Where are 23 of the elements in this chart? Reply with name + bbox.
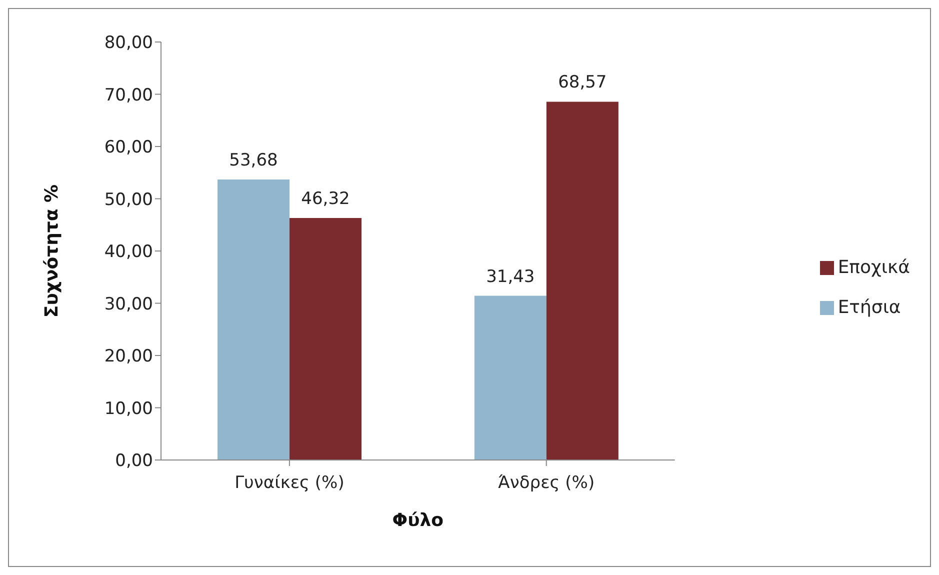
x-tick-label: Γυναίκες (%) [234, 473, 344, 494]
y-tick-label: 20,00 [104, 346, 153, 367]
legend-label: Εποχικά [838, 256, 910, 278]
data-label: 31,43 [486, 266, 535, 287]
bar [474, 296, 546, 460]
bar [290, 218, 362, 460]
y-axis-title: Συχνότητα % [41, 184, 62, 318]
data-label: 46,32 [301, 188, 350, 209]
data-label: 68,57 [558, 72, 607, 93]
y-tick-label: 50,00 [104, 190, 153, 210]
bar [546, 102, 618, 460]
y-tick-label: 0,00 [115, 451, 153, 472]
y-tick-label: 80,00 [104, 33, 153, 54]
legend-label: Ετήσια [838, 296, 901, 318]
x-axis-title: Φύλο [392, 510, 444, 531]
data-label: 53,68 [229, 150, 278, 171]
y-tick-label: 60,00 [104, 138, 153, 158]
x-tick-label: Άνδρες (%) [498, 473, 595, 494]
y-tick-label: 30,00 [104, 294, 153, 314]
y-tick-label: 70,00 [104, 85, 153, 106]
y-tick-label: 40,00 [104, 242, 153, 262]
y-tick-label: 10,00 [104, 398, 153, 419]
bar [218, 180, 290, 460]
